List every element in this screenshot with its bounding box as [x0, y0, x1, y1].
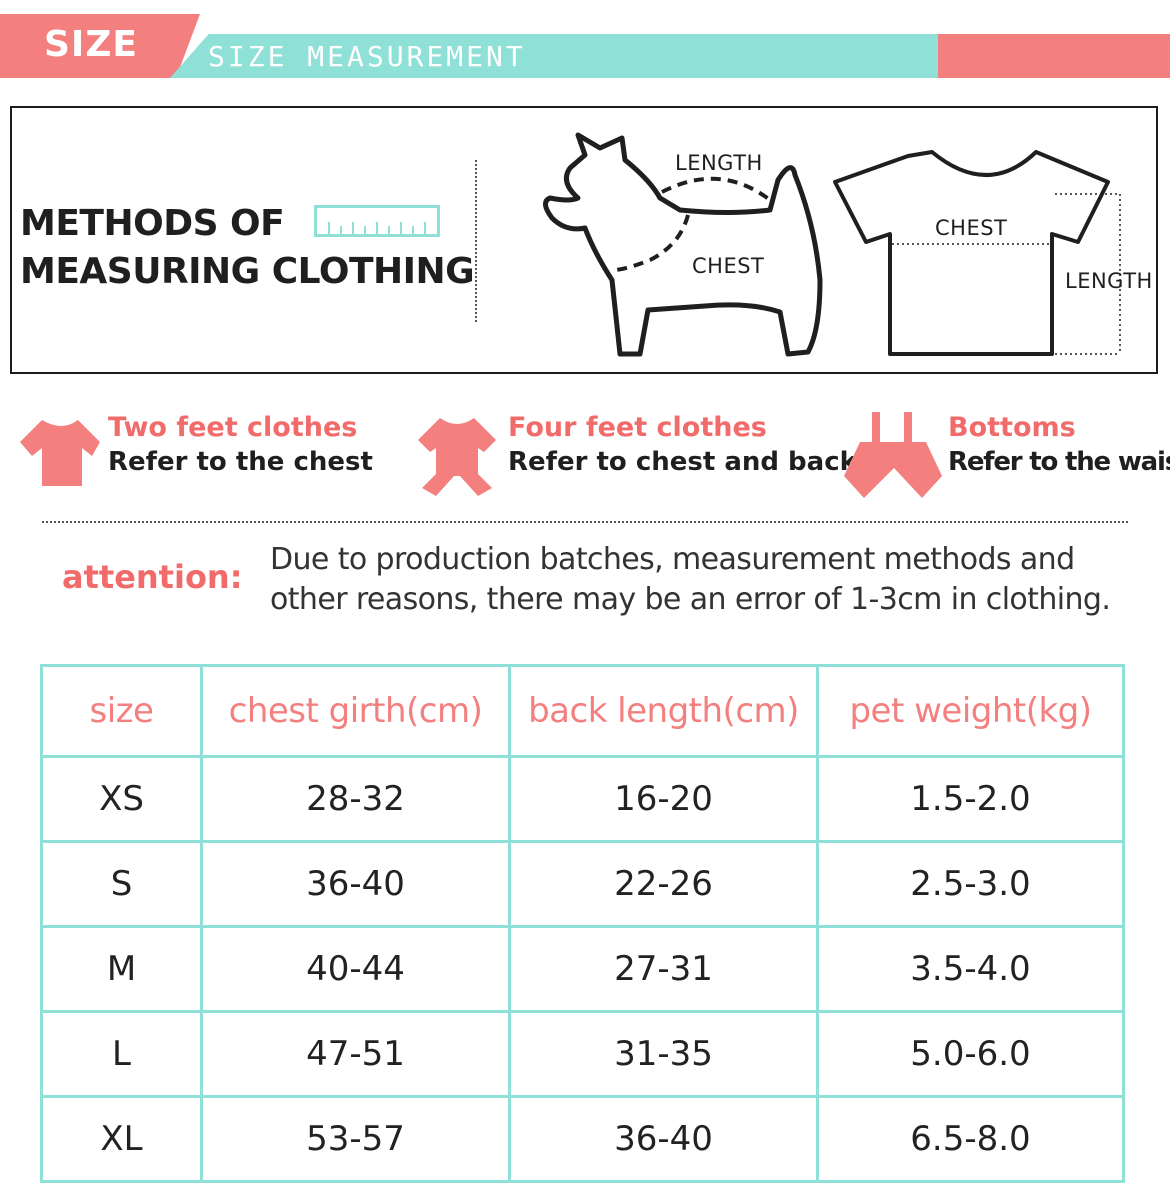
size-heading: SIZE	[44, 24, 139, 65]
cell-size: M	[40, 925, 203, 1013]
tshirt-outline-icon	[833, 150, 1110, 356]
attention-label: attention:	[62, 558, 243, 596]
category-two-feet-title: Two feet clothes	[108, 412, 358, 443]
header-back-length: back length(cm)	[508, 664, 819, 758]
attention-line2: other reasons, there may be an error of …	[270, 582, 1111, 617]
methods-divider	[475, 160, 477, 322]
cell-pet-weight: 5.0-6.0	[816, 1010, 1125, 1098]
cell-size: S	[40, 840, 203, 928]
bottoms-icon	[844, 412, 942, 498]
cell-chest-girth: 40-44	[200, 925, 511, 1013]
size-chart-table: size chest girth(cm) back length(cm) pet…	[40, 664, 1125, 1183]
dog-chest-label: CHEST	[692, 254, 764, 278]
table-row: L 47-51 31-35 5.0-6.0	[40, 1010, 1125, 1098]
two-feet-shirt-icon	[20, 420, 100, 486]
cell-back-length: 31-35	[508, 1010, 819, 1098]
category-bottoms-desc: Refer to the waist	[948, 447, 1170, 477]
size-banner-tab	[0, 14, 200, 78]
cell-chest-girth: 28-32	[200, 755, 511, 843]
category-two-feet-desc: Refer to the chest	[108, 447, 373, 477]
table-row: M 40-44 27-31 3.5-4.0	[40, 925, 1125, 1013]
cell-chest-girth: 47-51	[200, 1010, 511, 1098]
methods-title-line1: METHODS OF	[20, 203, 285, 244]
attention-text: Due to production batches, measurement m…	[270, 540, 1150, 620]
methods-title-line2: MEASURING CLOTHING	[20, 251, 475, 292]
category-four-feet-desc: Refer to chest and back	[508, 447, 857, 477]
cell-back-length: 36-40	[508, 1095, 819, 1183]
cell-back-length: 22-26	[508, 840, 819, 928]
dog-outline-icon	[543, 132, 823, 357]
size-measurement-subtitle: SIZE MEASUREMENT	[208, 40, 526, 73]
cell-chest-girth: 53-57	[200, 1095, 511, 1183]
methods-title: METHODS OF MEASURING CLOTHING	[20, 200, 475, 296]
attention-line1: Due to production batches, measurement m…	[270, 542, 1075, 577]
cell-pet-weight: 1.5-2.0	[816, 755, 1125, 843]
cell-pet-weight: 2.5-3.0	[816, 840, 1125, 928]
size-banner-strip	[170, 34, 945, 78]
cell-size: XL	[40, 1095, 203, 1183]
cell-size: XS	[40, 755, 203, 843]
table-row: XL 53-57 36-40 6.5-8.0	[40, 1095, 1125, 1183]
table-row: XS 28-32 16-20 1.5-2.0	[40, 755, 1125, 843]
dog-length-label: LENGTH	[675, 151, 763, 175]
section-divider	[42, 521, 1128, 523]
size-banner-end	[938, 34, 1170, 78]
cell-pet-weight: 3.5-4.0	[816, 925, 1125, 1013]
cell-chest-girth: 36-40	[200, 840, 511, 928]
header-size: size	[40, 664, 203, 758]
shirt-length-label: LENGTH	[1065, 269, 1153, 293]
shirt-chest-label: CHEST	[935, 216, 1007, 240]
table-row: S 36-40 22-26 2.5-3.0	[40, 840, 1125, 928]
category-bottoms: Bottoms Refer to the waist	[948, 412, 1170, 477]
header-chest-girth: chest girth(cm)	[200, 664, 511, 758]
ruler-icon	[314, 205, 440, 237]
cell-back-length: 27-31	[508, 925, 819, 1013]
methods-panel	[10, 106, 1158, 374]
cell-back-length: 16-20	[508, 755, 819, 843]
category-four-feet-title: Four feet clothes	[508, 412, 767, 443]
category-two-feet: Two feet clothes Refer to the chest	[108, 412, 373, 477]
cell-pet-weight: 6.5-8.0	[816, 1095, 1125, 1183]
header-pet-weight: pet weight(kg)	[816, 664, 1125, 758]
four-feet-suit-icon	[418, 418, 496, 496]
table-header-row: size chest girth(cm) back length(cm) pet…	[40, 664, 1125, 758]
category-bottoms-title: Bottoms	[948, 412, 1076, 443]
cell-size: L	[40, 1010, 203, 1098]
measurement-diagram: LENGTH CHEST CHEST LENGTH	[543, 132, 1153, 357]
category-four-feet: Four feet clothes Refer to chest and bac…	[508, 412, 857, 477]
